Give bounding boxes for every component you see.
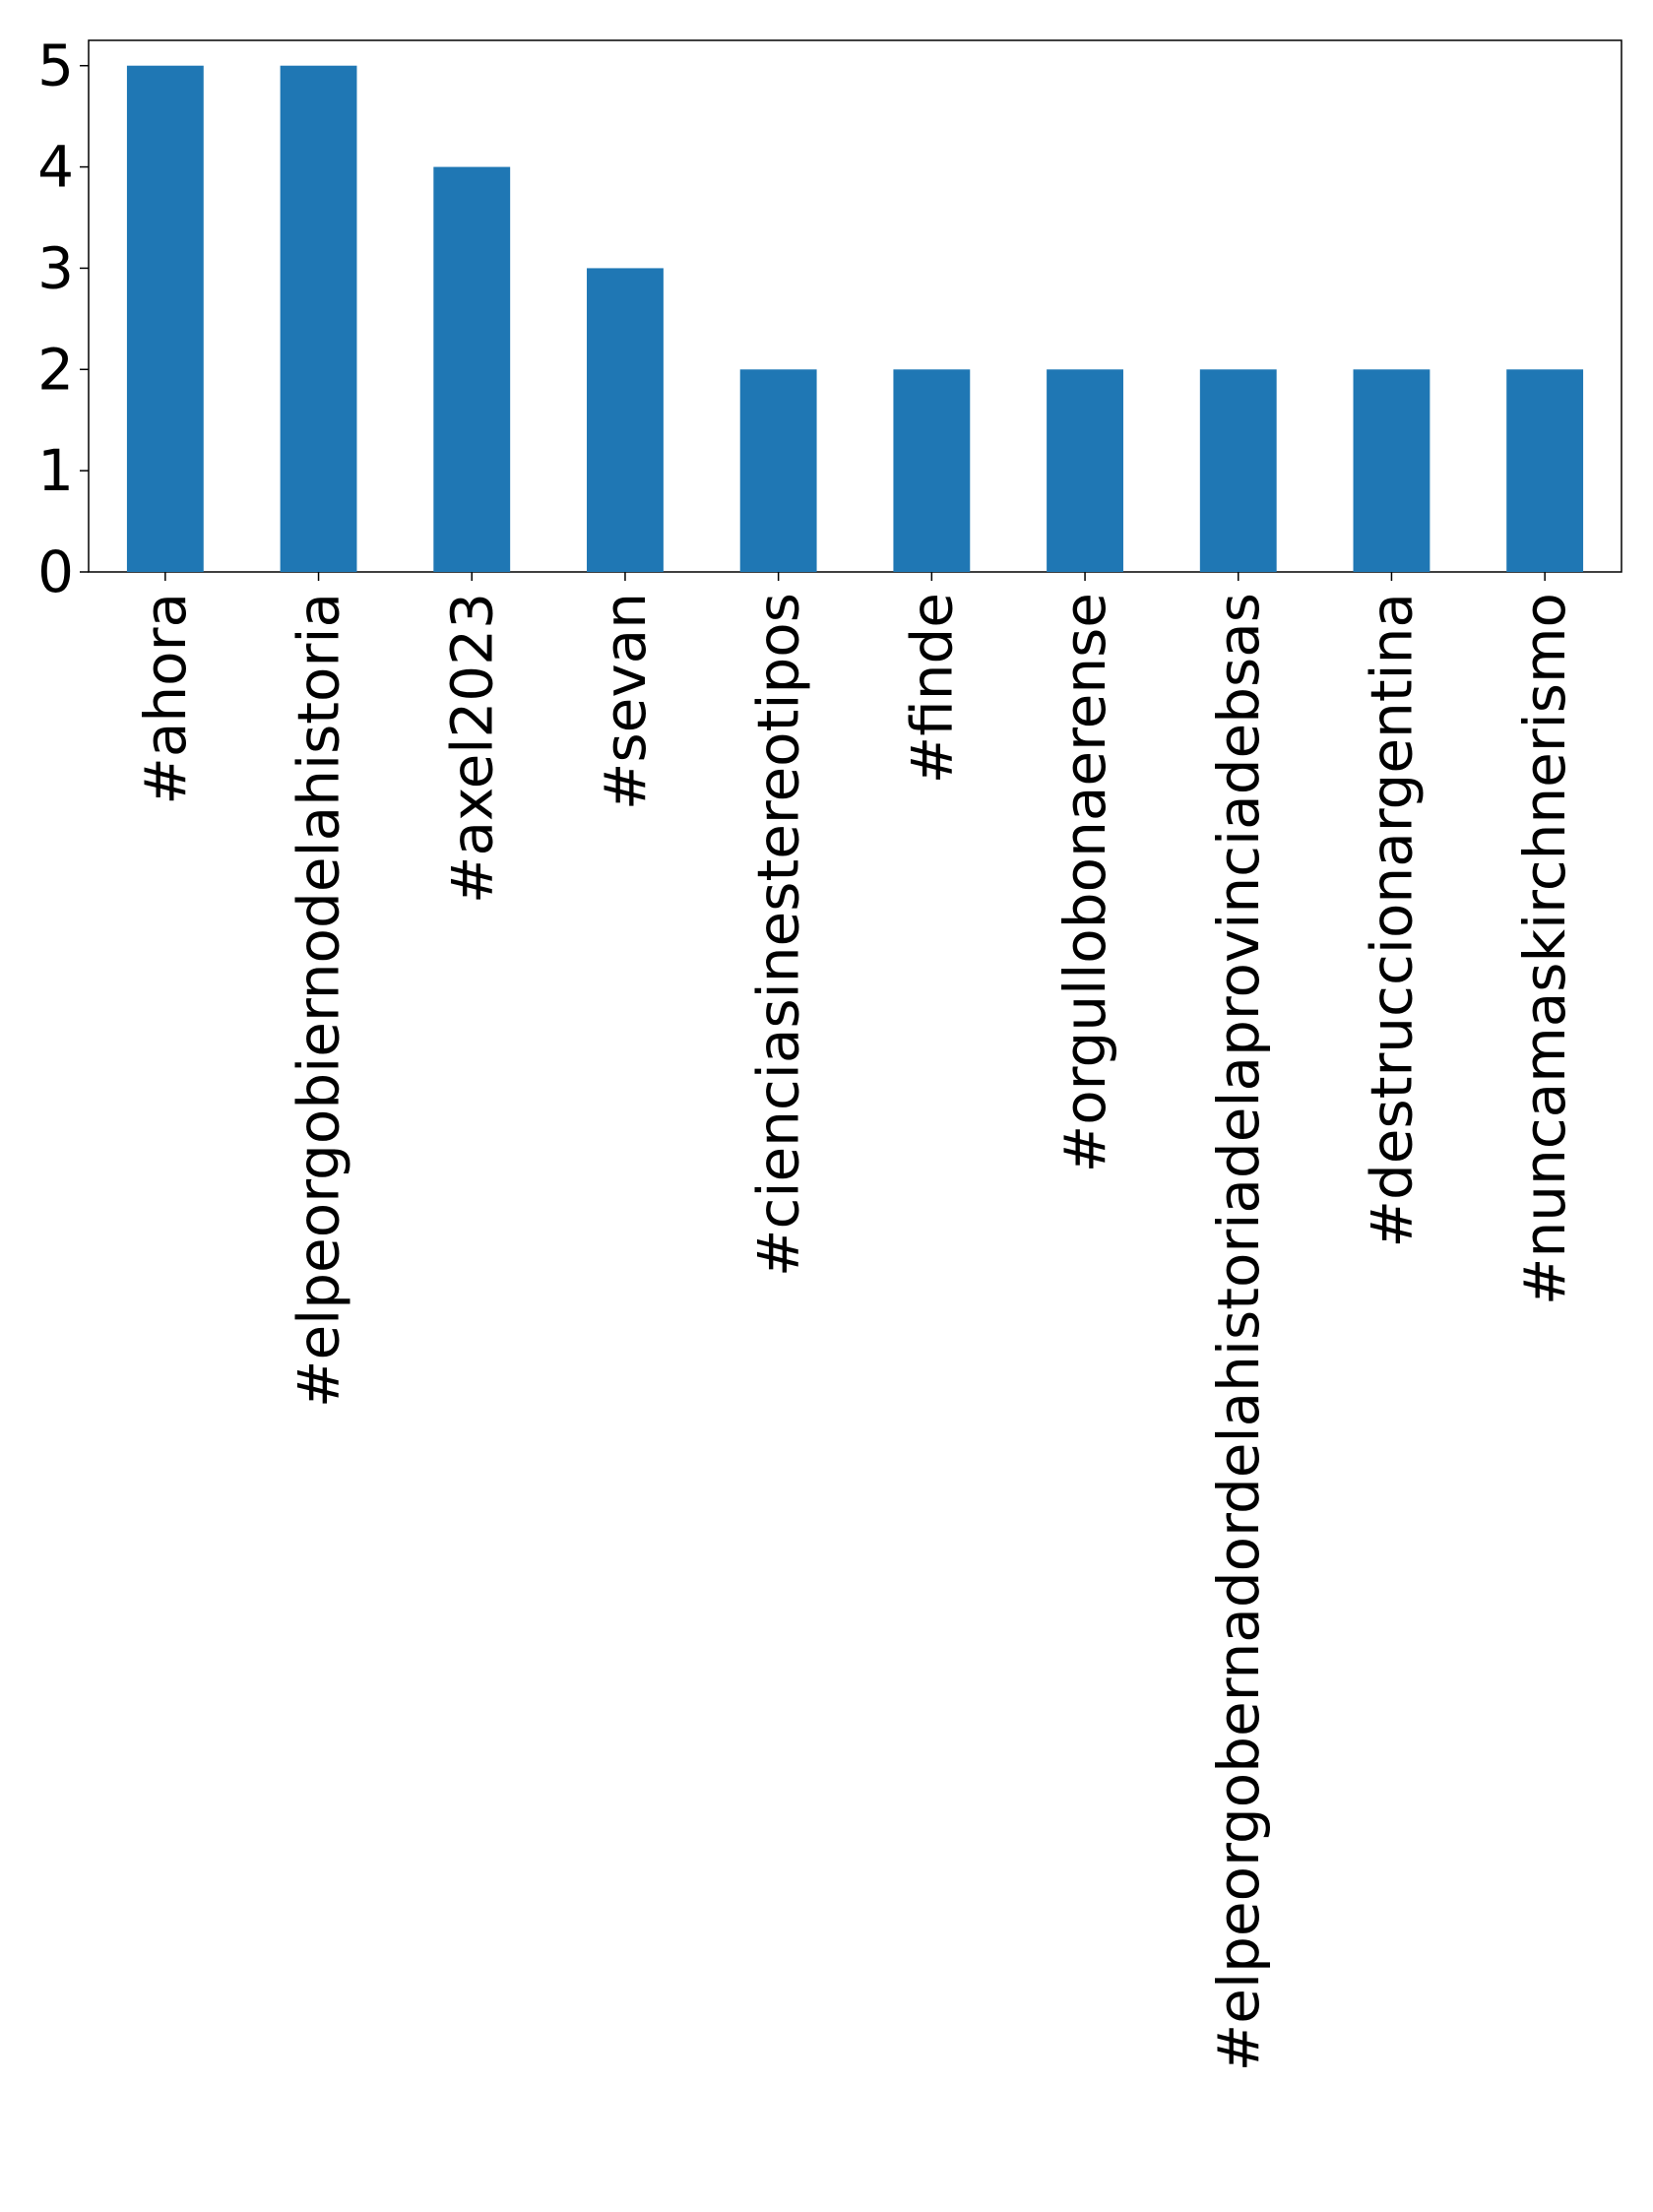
bars-layer <box>126 65 1584 573</box>
bar <box>1047 369 1123 572</box>
y-tick-label: 1 <box>37 437 74 504</box>
x-tick-label: #destruccionargentina <box>1358 593 1425 1248</box>
bar <box>1506 369 1584 572</box>
y-tick-label: 5 <box>37 32 74 99</box>
x-tick-label: #finde <box>898 593 965 784</box>
x-axis: #ahora #elpeorgobiernodelahistoria #axel20… <box>132 572 1578 2071</box>
y-tick-label: 3 <box>37 234 74 301</box>
x-tick-label: #axel2023 <box>438 593 505 904</box>
x-tick-label: #orgullobonaerense <box>1051 593 1118 1172</box>
plot-frame <box>88 39 1622 573</box>
bar <box>587 268 664 572</box>
y-tick-label: 0 <box>37 538 74 605</box>
y-axis: 0 1 2 3 4 5 <box>37 32 89 605</box>
x-tick-label: #cienciasinestereotipos <box>745 593 812 1277</box>
y-tick-label: 4 <box>37 134 74 201</box>
x-tick-label: #elpeorgobernadordelahistoriadelaprovinc… <box>1205 593 1272 2071</box>
bar <box>280 65 357 572</box>
bar <box>126 65 204 572</box>
y-tick-label: 2 <box>37 336 74 403</box>
x-tick-label: #ahora <box>132 593 199 805</box>
bar <box>433 166 511 573</box>
plot-area <box>88 39 1622 573</box>
x-tick-label: #nuncamaskirchnerismo <box>1511 593 1578 1305</box>
x-tick-label: #elpeorgobiernodelahistoria <box>286 593 352 1408</box>
bar <box>1353 369 1430 572</box>
bar <box>893 369 971 572</box>
bar <box>739 369 817 572</box>
x-tick-label: #sevan <box>592 593 659 810</box>
bar <box>1199 369 1277 572</box>
